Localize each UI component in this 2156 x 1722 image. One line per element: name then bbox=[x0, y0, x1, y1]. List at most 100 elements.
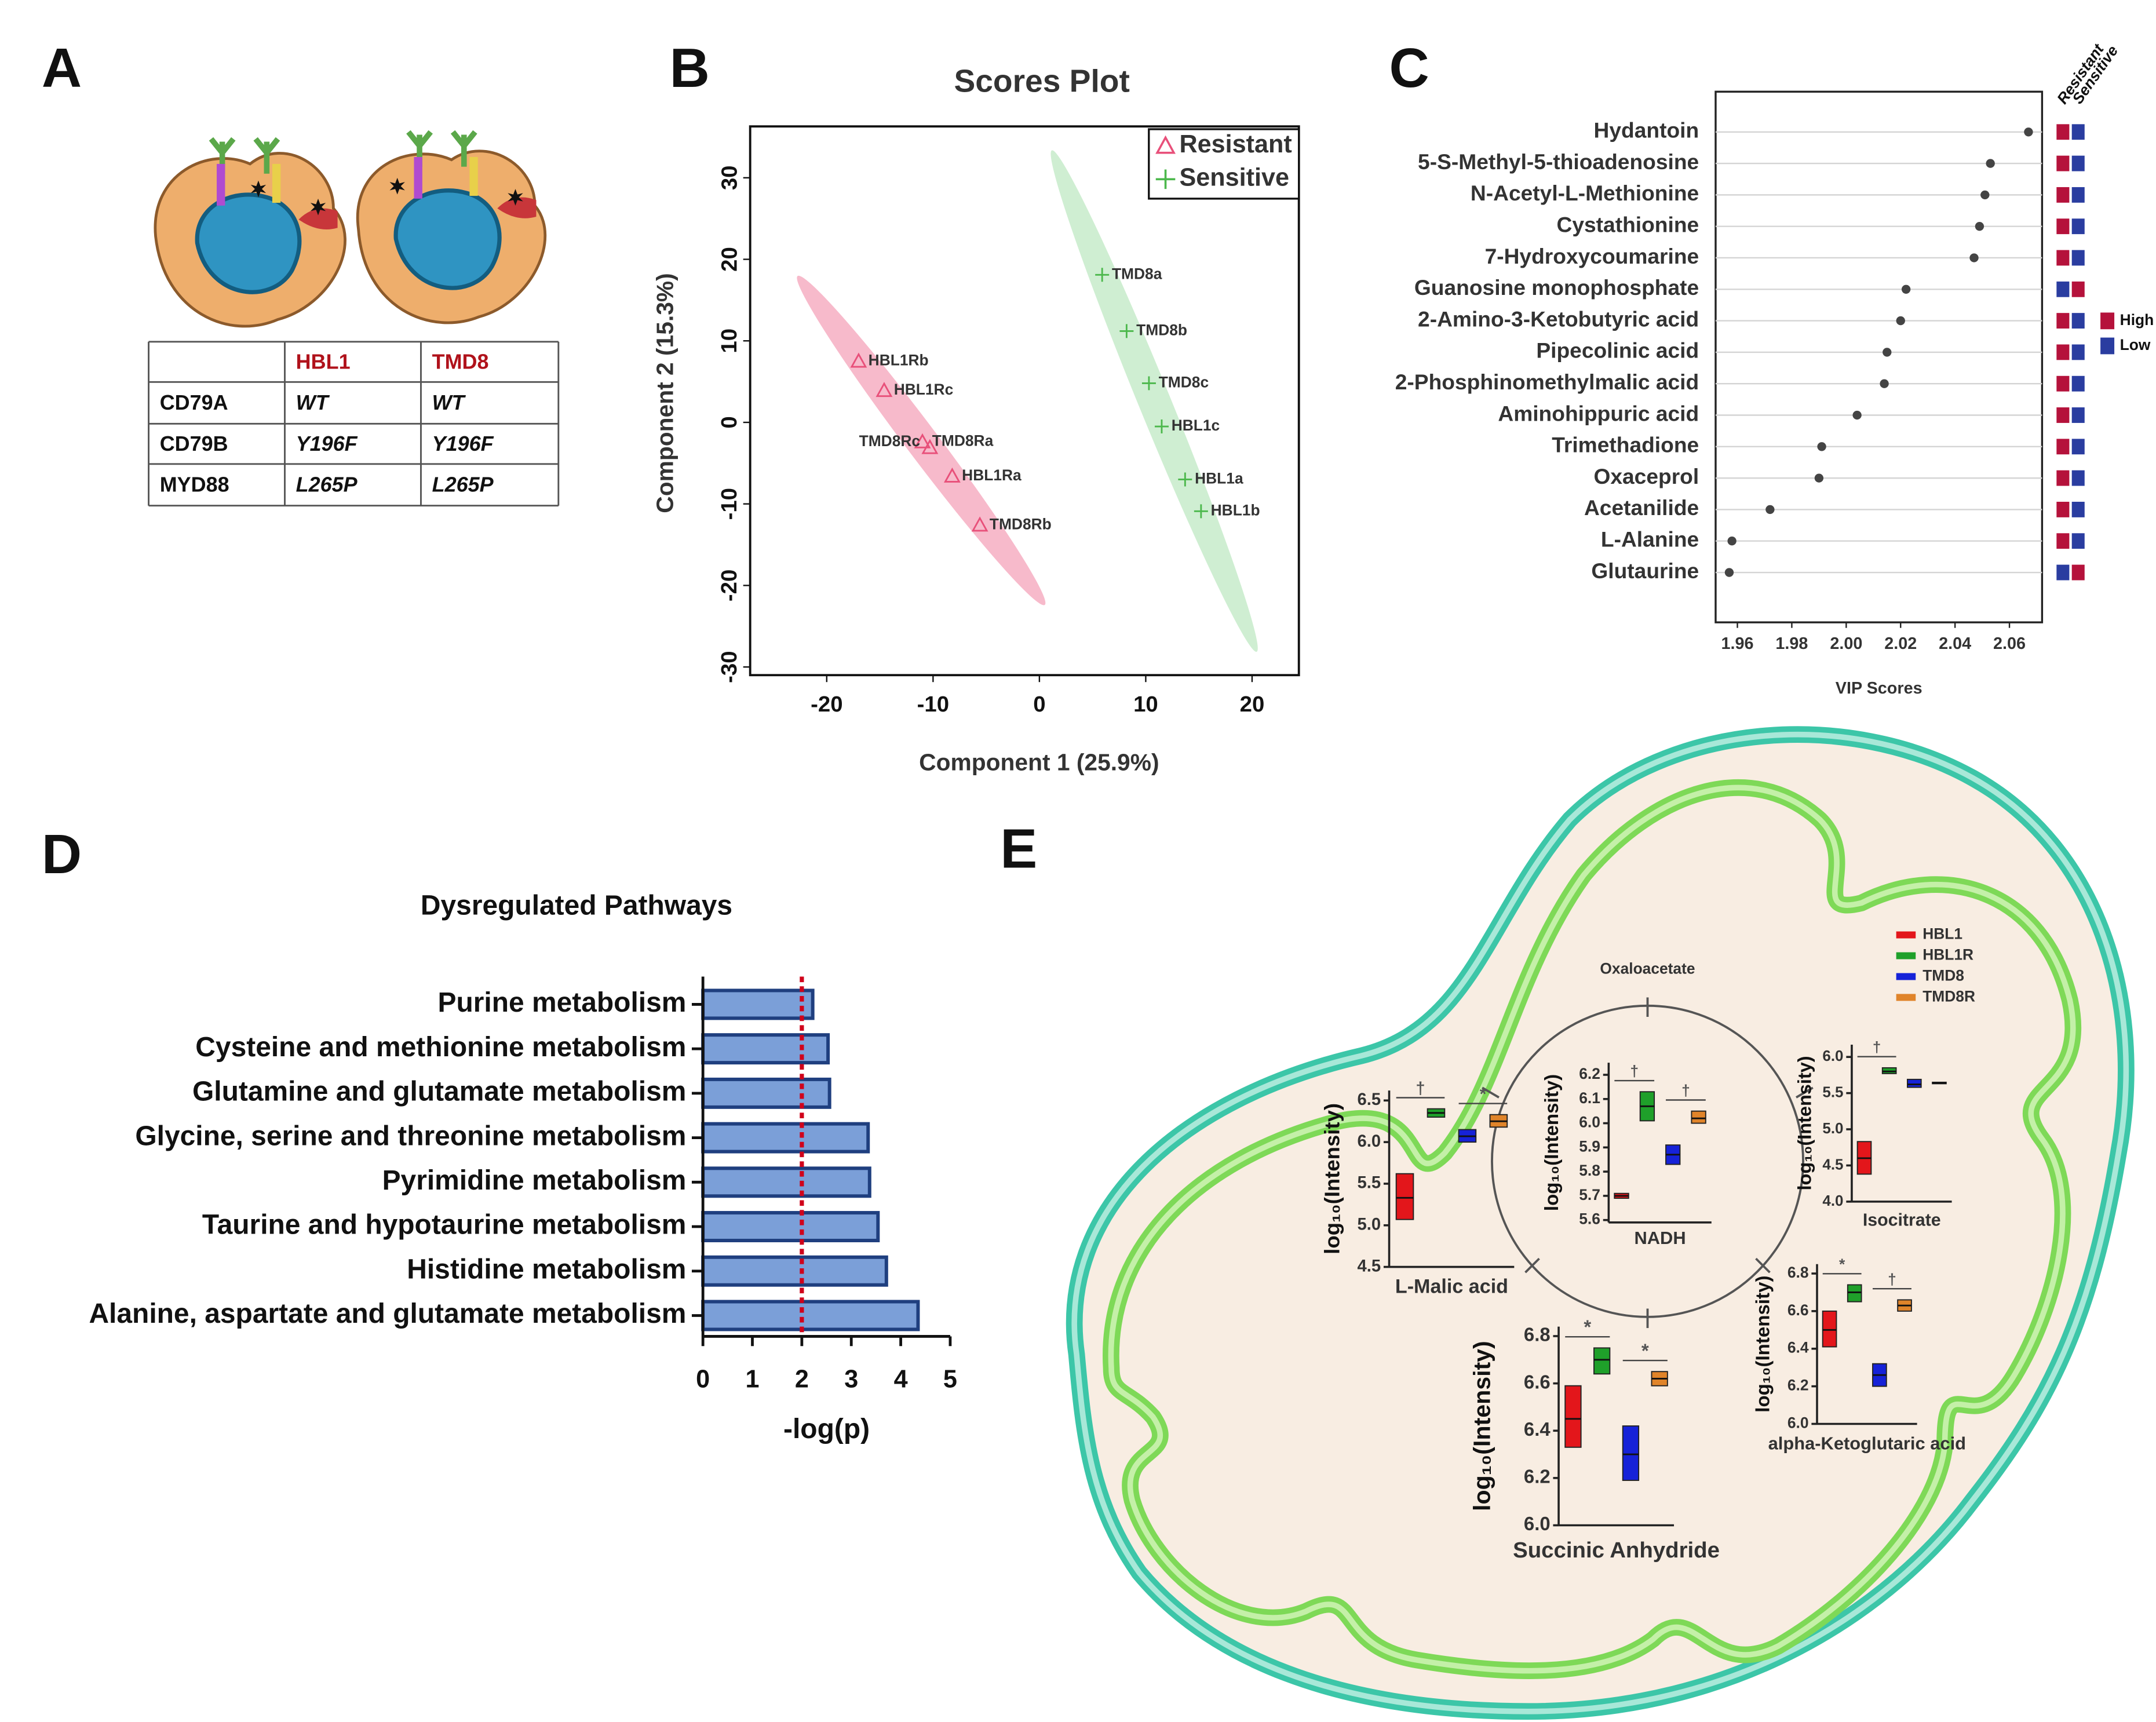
box bbox=[1622, 1425, 1640, 1481]
point-label: TMD8Rc bbox=[859, 432, 920, 450]
table-row-header: CD79A bbox=[160, 391, 228, 414]
cycle-tick bbox=[1796, 1086, 1814, 1099]
receptor-chain bbox=[217, 163, 225, 206]
cycle-tick bbox=[1755, 1257, 1771, 1274]
y-axis-label: Component 2 (15.3%) bbox=[652, 273, 678, 513]
sig-mark: † bbox=[1416, 1079, 1425, 1098]
heat-cell bbox=[2070, 123, 2086, 141]
table-cell: Y196F bbox=[432, 432, 494, 455]
category-label: Histidine metabolism bbox=[407, 1254, 686, 1285]
bar bbox=[701, 1033, 830, 1065]
heat-legend-label: Low bbox=[2120, 336, 2151, 353]
sig-mark: * bbox=[1641, 1340, 1649, 1361]
x-axis-label: Component 1 (25.9%) bbox=[919, 749, 1159, 775]
cycle-tick bbox=[1524, 1257, 1540, 1274]
heat-cell bbox=[2070, 374, 2086, 393]
heat-cell bbox=[2070, 501, 2086, 519]
heat-cell bbox=[2055, 501, 2071, 519]
table-cell: L265P bbox=[296, 473, 358, 497]
category-label: 2-Amino-3-Ketobutyric acid bbox=[1418, 307, 1699, 331]
heat-cell bbox=[2055, 249, 2071, 267]
heat-cell bbox=[2055, 217, 2071, 236]
box bbox=[1564, 1385, 1582, 1448]
y-tick-label: 4.5 bbox=[1822, 1155, 1843, 1173]
category-label: Acetanilide bbox=[1584, 495, 1699, 520]
category-label: Aminohippuric acid bbox=[1498, 401, 1699, 425]
y-tick-label: 5.5 bbox=[1358, 1174, 1381, 1192]
x-tick-label: 2 bbox=[795, 1366, 809, 1393]
dot bbox=[1969, 253, 1979, 262]
category-label: 2-Phosphinomethylmalic acid bbox=[1395, 370, 1699, 394]
y-axis-label: log₁₀(Intensity) bbox=[1794, 1056, 1815, 1190]
dot bbox=[1896, 316, 1905, 326]
legend-label: HBL1R bbox=[1922, 946, 1973, 963]
heat-cell bbox=[2055, 123, 2071, 141]
y-tick-label: 6.2 bbox=[1524, 1466, 1551, 1487]
point bbox=[850, 352, 867, 368]
y-tick-label: 6.6 bbox=[1787, 1301, 1809, 1319]
legend-label: TMD8 bbox=[1922, 966, 1964, 984]
chart-title: alpha-Ketoglutaric acid bbox=[1768, 1433, 1966, 1454]
y-tick-label: 6.5 bbox=[1358, 1090, 1381, 1109]
legend-swatch bbox=[1896, 952, 1916, 959]
x-tick-label: 0 bbox=[696, 1366, 710, 1393]
y-tick-label: 5.5 bbox=[1822, 1083, 1843, 1100]
legend-swatch bbox=[1896, 973, 1916, 980]
sig-mark: * bbox=[1480, 1085, 1487, 1104]
heat-cell bbox=[2055, 437, 2071, 456]
category-label: Oxaceprol bbox=[1593, 464, 1699, 488]
heat-cell bbox=[2055, 563, 2071, 582]
table-cell: WT bbox=[432, 391, 466, 414]
dot bbox=[1852, 410, 1862, 420]
mitochondrion bbox=[1066, 726, 2135, 1720]
heat-cell bbox=[2070, 563, 2086, 582]
cycle-label: Oxaloacetate bbox=[1600, 959, 1695, 977]
point-label: TMD8a bbox=[1112, 265, 1162, 282]
y-tick-label: 6.0 bbox=[1524, 1513, 1551, 1534]
y-tick-label: 4.5 bbox=[1358, 1257, 1381, 1275]
x-tick-label: 1 bbox=[746, 1366, 760, 1393]
sig-mark: * bbox=[1584, 1316, 1591, 1338]
y-tick-label: 6.8 bbox=[1787, 1264, 1809, 1281]
box bbox=[1691, 1110, 1706, 1124]
myd88-protein bbox=[298, 208, 338, 229]
heat-cell bbox=[2070, 217, 2086, 236]
legend-label: HBL1 bbox=[1922, 925, 1962, 943]
category-label: 5-S-Methyl-5-thioadenosine bbox=[1418, 149, 1699, 174]
cycle-tick bbox=[1482, 1086, 1500, 1099]
y-tick-label: 20 bbox=[717, 247, 742, 272]
x-tick-label: 2.06 bbox=[1993, 634, 2026, 653]
bar bbox=[701, 1255, 888, 1287]
y-tick-label: 6.2 bbox=[1787, 1377, 1809, 1394]
category-label: Purine metabolism bbox=[438, 987, 687, 1018]
category-label: 7-Hydroxycoumarine bbox=[1485, 244, 1699, 268]
heat-cell bbox=[2070, 154, 2086, 173]
chart-title: Dysregulated Pathways bbox=[421, 890, 732, 921]
heat-cell bbox=[2055, 154, 2071, 173]
x-tick-label: 4 bbox=[894, 1366, 908, 1393]
category-label: L-Alanine bbox=[1601, 527, 1699, 552]
asterisk bbox=[389, 177, 405, 195]
point-label: HBL1Ra bbox=[962, 466, 1022, 484]
y-tick-label: 0 bbox=[717, 416, 742, 428]
sig-mark: † bbox=[1681, 1082, 1690, 1099]
point bbox=[1095, 268, 1110, 282]
point-label: HBL1Rc bbox=[894, 381, 954, 398]
receptor bbox=[253, 137, 280, 174]
dot bbox=[1727, 537, 1737, 546]
x-axis-label: -log(p) bbox=[783, 1414, 870, 1444]
point-label: HBL1a bbox=[1195, 469, 1243, 487]
legend-marker bbox=[1155, 169, 1176, 189]
inner-membrane-highlight bbox=[1108, 785, 2076, 1674]
category-label: Cystathionine bbox=[1557, 212, 1699, 236]
dot bbox=[1880, 379, 1889, 388]
legend-swatch bbox=[1896, 994, 1916, 1001]
y-tick-label: 5.7 bbox=[1579, 1186, 1600, 1203]
y-tick-label: 5.0 bbox=[1822, 1119, 1843, 1137]
table-cell: Y196F bbox=[296, 432, 358, 455]
y-tick-label: -30 bbox=[717, 651, 742, 683]
panel-label: C bbox=[1389, 37, 1429, 99]
y-tick-label: 6.2 bbox=[1579, 1065, 1600, 1082]
heat-cell bbox=[2055, 280, 2071, 298]
myd88-protein bbox=[497, 197, 537, 218]
